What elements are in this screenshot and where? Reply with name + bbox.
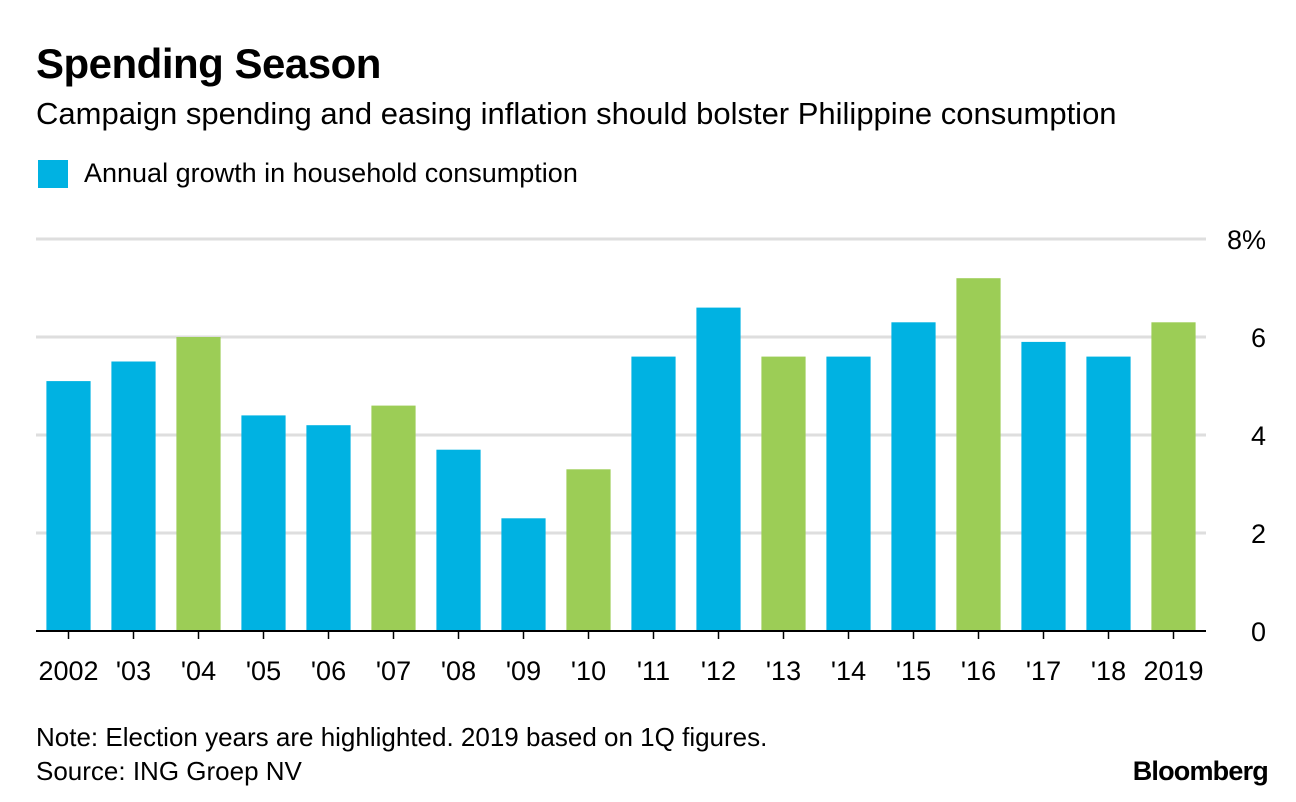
bars <box>46 278 1196 631</box>
footnote: Note: Election years are highlighted. 20… <box>36 720 767 788</box>
source-text: Source: ING Groep NV <box>36 756 302 786</box>
bar <box>956 278 1001 631</box>
y-tick-label: 0 <box>1251 617 1266 647</box>
x-tick-label: '07 <box>376 656 411 686</box>
bar <box>241 415 286 631</box>
bar <box>111 361 156 631</box>
bar <box>1021 341 1066 631</box>
x-tick-label: '18 <box>1091 656 1126 686</box>
note-text: Note: Election years are highlighted. 20… <box>36 722 768 752</box>
x-tick-label: '08 <box>441 656 476 686</box>
x-tick-label: '05 <box>246 656 281 686</box>
x-tick-label: 2019 <box>1143 656 1203 686</box>
x-axis <box>36 630 1206 639</box>
x-tick-label: '12 <box>701 656 736 686</box>
y-axis-labels: 0 2 4 6 8% <box>1227 225 1266 647</box>
x-tick-label: '13 <box>766 656 801 686</box>
x-tick-label: '06 <box>311 656 346 686</box>
legend: Annual growth in household consumption <box>38 158 578 189</box>
bloomberg-logo: Bloomberg <box>1132 756 1269 786</box>
x-axis-labels: 2002 '03 '04 '05 '06 '07 '08 '09 '10 '11 '12 '13 '14… <box>38 656 1203 686</box>
bar <box>501 518 546 631</box>
gridlines <box>36 237 1206 535</box>
y-tick-label: 2 <box>1251 519 1266 549</box>
bar <box>371 405 416 631</box>
chart-subtitle: Campaign spending and easing inflation s… <box>36 96 1117 131</box>
bar <box>1151 322 1196 631</box>
bar <box>761 356 806 631</box>
x-tick-label: '15 <box>896 656 931 686</box>
bar <box>631 356 676 631</box>
bar-chart: 0 2 4 6 8% 2002 '03 '04 '05 '06 '07 '08 '09 '10 '11 '1… <box>36 225 1266 686</box>
x-tick-label: '10 <box>571 656 606 686</box>
bar <box>436 449 481 631</box>
y-tick-label: 4 <box>1251 421 1266 451</box>
bar <box>46 381 91 631</box>
legend-label: Annual growth in household consumption <box>84 158 578 188</box>
bar <box>1086 356 1131 631</box>
bar <box>696 307 741 631</box>
chart-title: Spending Season <box>36 40 381 87</box>
y-tick-label: 6 <box>1251 323 1266 353</box>
x-tick-label: '11 <box>637 656 670 686</box>
x-tick-label: '16 <box>961 656 996 686</box>
bar <box>176 337 221 631</box>
x-tick-label: '14 <box>831 656 866 686</box>
x-tick-label: '04 <box>181 656 216 686</box>
bar <box>566 469 611 631</box>
y-tick-label: 8% <box>1227 225 1266 255</box>
x-tick-label: '17 <box>1026 656 1061 686</box>
bar <box>826 356 871 631</box>
x-tick-label: 2002 <box>38 656 98 686</box>
bar <box>306 425 351 631</box>
bar <box>891 322 936 631</box>
x-tick-label: '09 <box>506 656 541 686</box>
legend-swatch <box>38 159 68 188</box>
x-tick-label: '03 <box>116 656 151 686</box>
